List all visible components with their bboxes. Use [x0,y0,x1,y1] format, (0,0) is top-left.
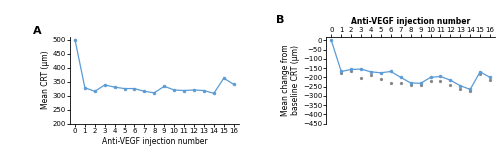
X-axis label: Anti-VEGF injection number: Anti-VEGF injection number [102,137,207,145]
Y-axis label: Mean CRT (μm): Mean CRT (μm) [40,51,50,110]
Text: A: A [33,26,42,36]
Text: B: B [276,15,284,25]
X-axis label: Anti-VEGF injection number: Anti-VEGF injection number [351,17,470,26]
Y-axis label: Mean change from
baseline CRT (μm): Mean change from baseline CRT (μm) [280,44,300,116]
